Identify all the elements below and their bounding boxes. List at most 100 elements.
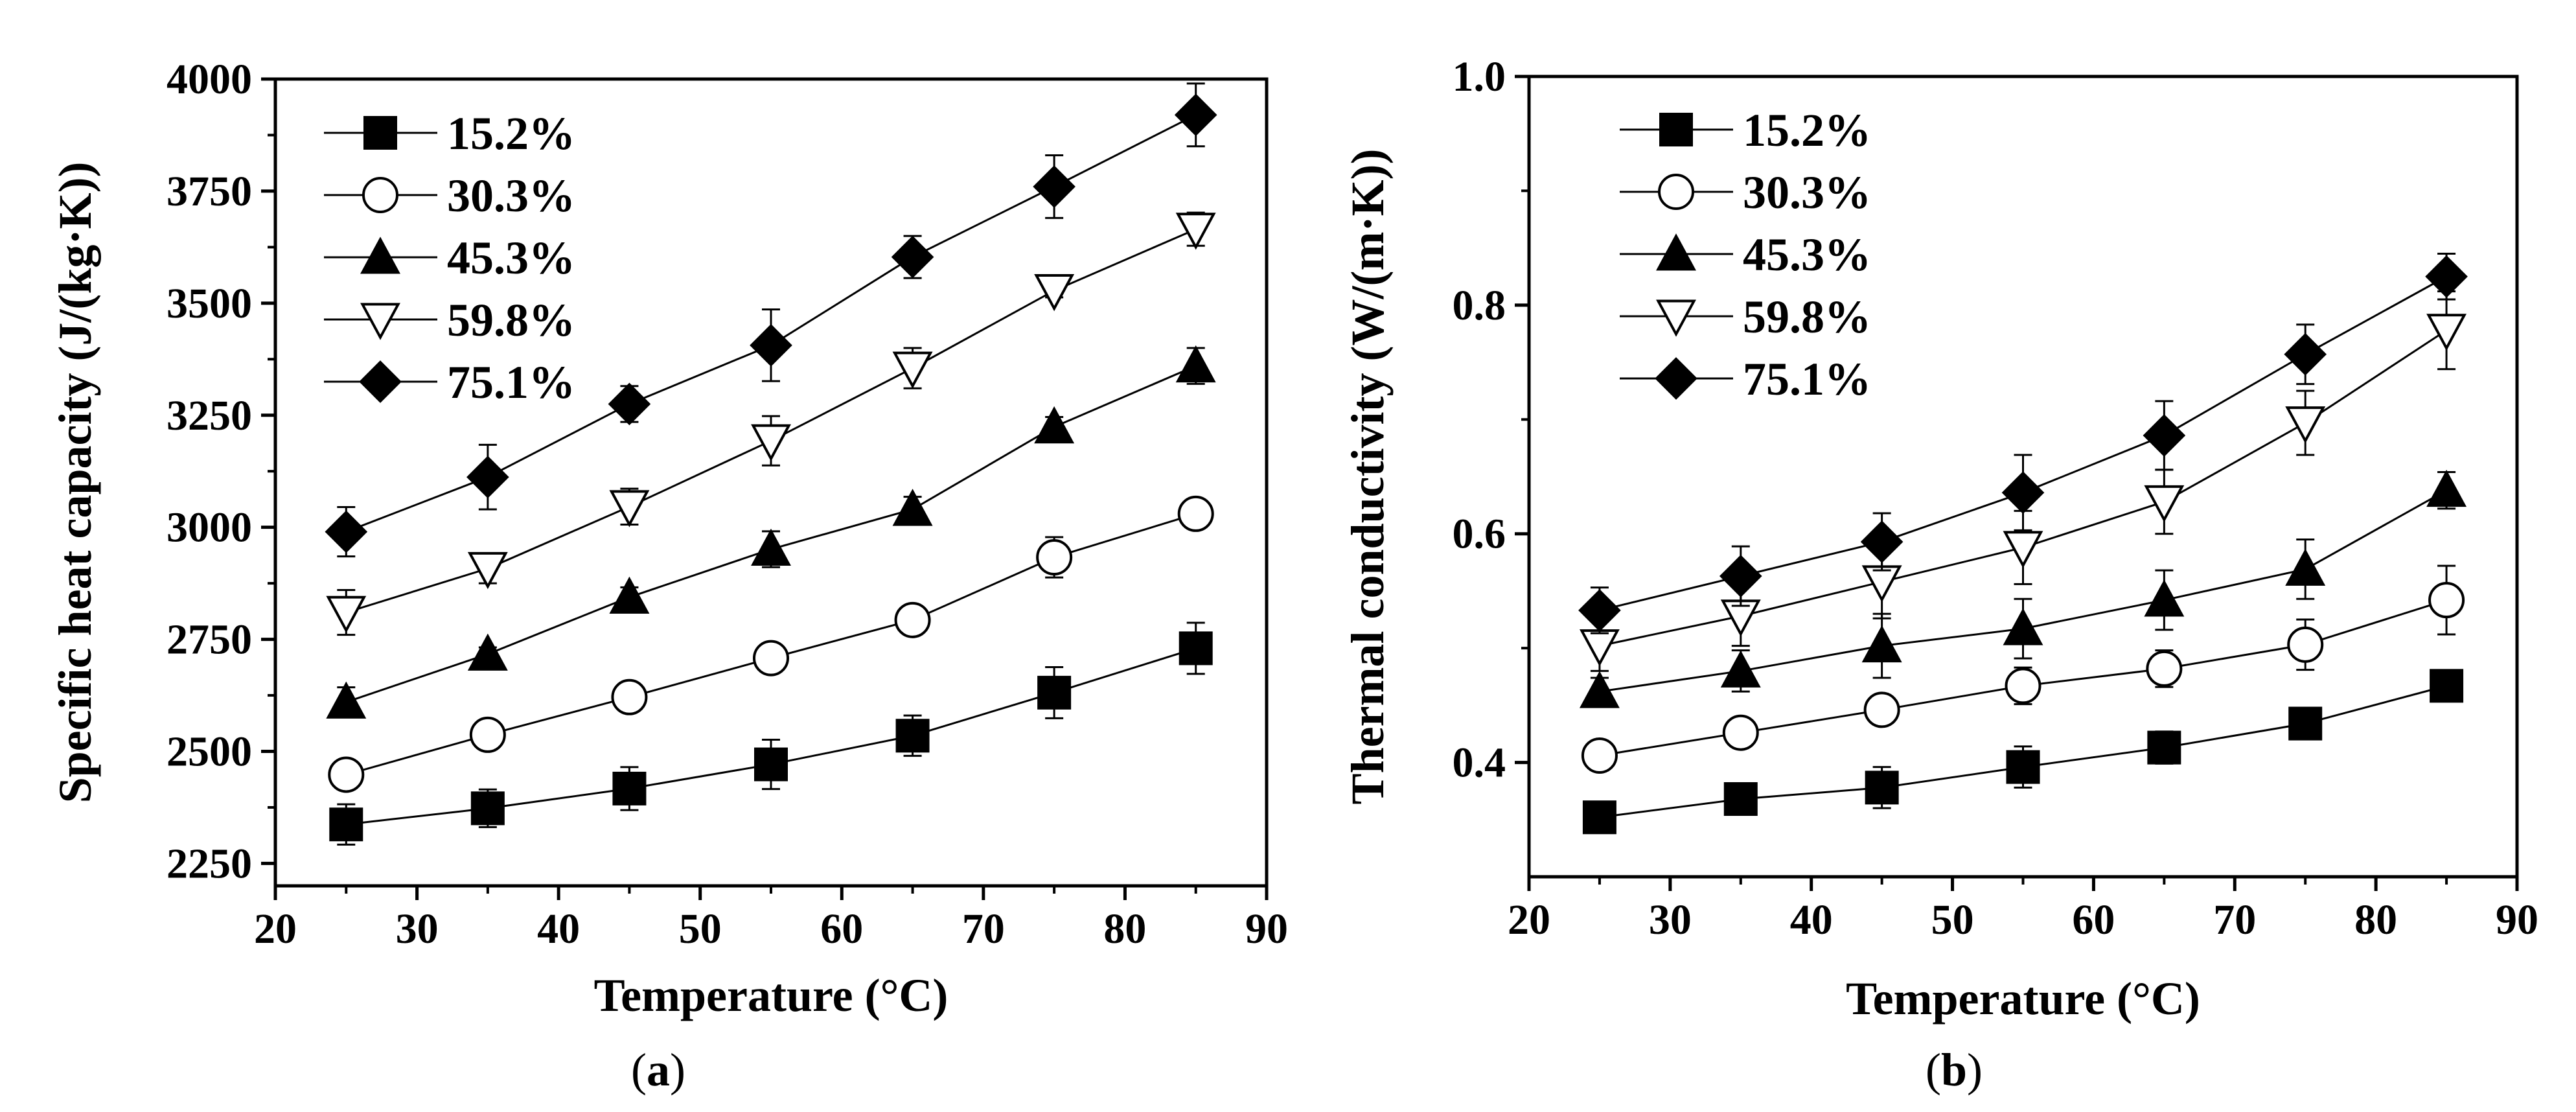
data-point: [1720, 650, 1761, 688]
data-point: [2287, 626, 2324, 663]
legend-label: 15.2%: [1743, 104, 1871, 156]
x-tick-label: 60: [2072, 896, 2115, 944]
data-point: [751, 528, 791, 566]
legend-item-59.8%: 59.8%: [324, 294, 575, 346]
legend-marker: [1656, 233, 1696, 271]
data-point: [1034, 274, 1075, 312]
legend-label: 30.3%: [447, 170, 575, 222]
data-point: [1865, 770, 1899, 805]
x-tick-label: 50: [1931, 896, 1974, 944]
legend-label: 59.8%: [1743, 291, 1871, 343]
x-tick-label: 30: [1649, 896, 1692, 944]
data-point: [2144, 485, 2185, 523]
chart-panel-a: 20 30 40 50 60 70 80 90 2250 2500 2750 3000 3250 3500…: [49, 56, 1288, 1096]
legend-item-30.3%: 30.3%: [324, 170, 575, 222]
series-45.3%: [1579, 469, 2467, 708]
chart-panel-b: 20 30 40 50 60 70 80 90 0.4 0.6 0.8 1.0 Temperature …: [1342, 53, 2538, 1096]
data-point: [2428, 582, 2465, 619]
legend-label: 59.8%: [447, 294, 575, 346]
data-point: [612, 771, 647, 805]
data-point: [1722, 714, 1759, 751]
legend-marker: [1655, 357, 1697, 400]
y-tick-label: 1.0: [1453, 53, 1506, 100]
data-point: [2146, 650, 2183, 687]
legend-marker: [360, 237, 400, 274]
legend-item-15.2%: 15.2%: [1620, 104, 1871, 156]
data-point: [2285, 406, 2326, 444]
data-point: [2143, 414, 2186, 457]
x-tick-label: 40: [537, 905, 580, 953]
x-tick-label: 80: [2354, 896, 2397, 944]
legend-label: 75.1%: [1743, 353, 1871, 405]
data-point: [1036, 539, 1073, 576]
data-point: [750, 324, 792, 367]
y-tick-label: 3000: [167, 504, 252, 551]
data-point: [328, 756, 365, 793]
data-point: [754, 747, 788, 782]
data-point: [1723, 782, 1758, 817]
data-point: [1175, 213, 1216, 250]
x-tick-label: 70: [2213, 896, 2256, 944]
data-point: [467, 551, 508, 590]
series-30.3%: [328, 495, 1214, 793]
x-axis-title: Temperature (°C): [594, 969, 949, 1021]
legend-label: 15.2%: [447, 108, 575, 159]
data-point: [1179, 631, 1213, 666]
y-tick-label: 3750: [167, 168, 252, 215]
data-point: [2284, 332, 2327, 376]
data-point: [753, 640, 789, 677]
x-tick-label: 70: [962, 905, 1005, 953]
legend-label: 30.3%: [1743, 167, 1871, 218]
data-point: [2003, 608, 2043, 645]
legend-item-15.2%: 15.2%: [324, 108, 575, 159]
legend-label: 45.3%: [447, 232, 575, 284]
legend-marker: [360, 303, 400, 340]
series-75.1%: [325, 82, 1217, 558]
y-tick-label: 0.6: [1453, 511, 1506, 558]
data-point: [2288, 706, 2323, 741]
data-point: [892, 489, 933, 526]
x-tick-label: 90: [1245, 905, 1288, 953]
panel-label: (a): [631, 1044, 685, 1096]
data-point: [1037, 675, 1072, 710]
data-point: [1177, 495, 1214, 532]
x-axis-title: Temperature (°C): [1846, 973, 2200, 1025]
data-point: [2430, 669, 2464, 703]
legend-marker: [363, 116, 397, 150]
data-point: [2006, 750, 2040, 784]
y-tick-label: 2250: [167, 840, 252, 887]
data-point: [1581, 737, 1618, 774]
data-point: [469, 716, 506, 753]
series-15.2%: [329, 621, 1213, 846]
data-point: [608, 382, 651, 426]
panel-label: (b): [1926, 1044, 1983, 1096]
series-59.8%: [326, 211, 1216, 636]
data-point: [2426, 314, 2467, 351]
data-point: [2425, 255, 2468, 298]
legend-item-75.1%: 75.1%: [324, 356, 575, 408]
y-tick-label: 3500: [167, 280, 252, 327]
data-point: [2003, 531, 2043, 568]
x-tick-label: 80: [1103, 905, 1146, 953]
y-tick-label: 0.4: [1453, 739, 1506, 787]
data-point: [611, 678, 648, 715]
data-point: [2144, 579, 2185, 617]
legend-item-75.1%: 75.1%: [1620, 353, 1871, 405]
x-tick-label: 90: [2496, 896, 2538, 944]
y-tick-label: 3250: [167, 392, 252, 439]
y-tick-label: 0.8: [1453, 282, 1506, 329]
y-tick-label: 2750: [167, 616, 252, 664]
legend-item-45.3%: 45.3%: [1620, 229, 1871, 281]
data-point: [2285, 548, 2326, 586]
data-point: [1579, 629, 1620, 667]
data-point: [895, 719, 930, 753]
series-75.1%: [1578, 252, 2468, 634]
data-point: [2001, 471, 2045, 515]
y-axis-title: Specific heat capacity (J/(kg·K)): [49, 162, 101, 804]
x-tick-label: 60: [820, 905, 863, 953]
data-point: [2005, 667, 2041, 704]
data-point: [1175, 345, 1216, 383]
data-point: [470, 791, 505, 826]
data-point: [1579, 671, 1620, 708]
